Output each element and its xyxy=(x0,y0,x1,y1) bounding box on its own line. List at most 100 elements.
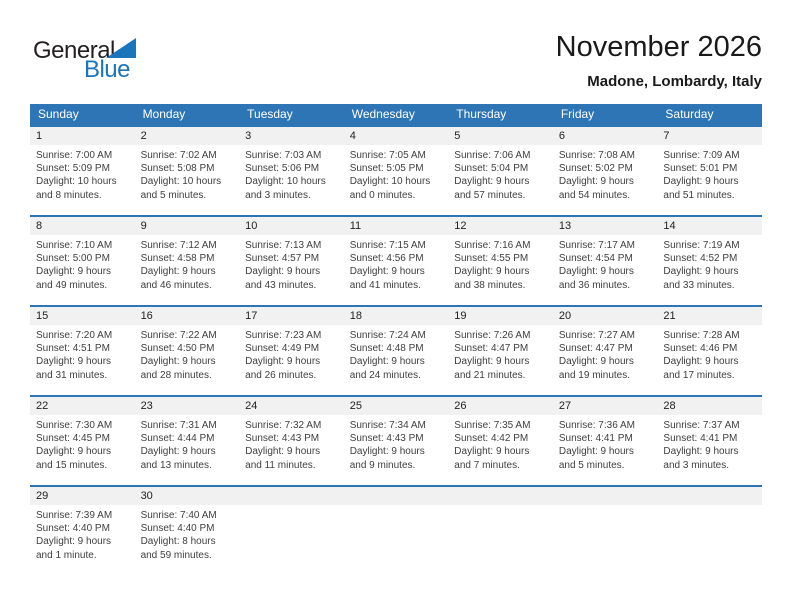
day-number: 29 xyxy=(36,490,49,502)
day-detail-line: Sunrise: 7:31 AM xyxy=(140,420,217,431)
day-number: 13 xyxy=(558,220,572,232)
day-detail-line: Sunrise: 7:15 AM xyxy=(349,240,426,251)
calendar-empty-cell xyxy=(553,487,658,575)
day-details: Sunrise: 7:16 AM Sunset: 4:55 PM Daylight:… xyxy=(454,239,549,292)
day-detail-line: Daylight: 9 hours xyxy=(558,176,634,188)
day-detail-line: Sunset: 4:52 PM xyxy=(663,253,738,265)
day-detail-line: Sunset: 4:40 PM xyxy=(36,523,110,535)
day-detail-line: Sunrise: 7:40 AM xyxy=(140,510,217,521)
day-number: 17 xyxy=(245,310,258,322)
logo-text-blue: Blue xyxy=(83,56,131,83)
day-detail-line: and 24 minutes. xyxy=(349,369,421,381)
calendar-empty-cell xyxy=(657,487,762,575)
day-details: Sunrise: 7:35 AM Sunset: 4:42 PM Daylight:… xyxy=(454,419,549,472)
day-details: Sunrise: 7:03 AM Sunset: 5:06 PM Daylight:… xyxy=(245,149,340,202)
day-number: 15 xyxy=(36,310,49,322)
day-detail-line: Daylight: 9 hours xyxy=(663,446,739,458)
weekday-label-sunday: Sunday xyxy=(38,107,79,121)
calendar-day-cell: 9 Sunrise: 7:12 AM Sunset: 4:58 PM Daylight… xyxy=(135,217,240,305)
day-detail-line: Sunrise: 7:00 AM xyxy=(36,150,113,161)
week-row: 15 Sunrise: 7:20 AM Sunset: 4:51 PM Dayligh… xyxy=(30,305,762,395)
day-detail-line: and 28 minutes. xyxy=(140,369,212,381)
day-detail-line: Daylight: 9 hours xyxy=(245,356,321,368)
day-detail-line: and 57 minutes. xyxy=(454,189,526,201)
day-detail-line: and 15 minutes. xyxy=(36,459,108,471)
location-subtitle: Madone, Lombardy, Italy xyxy=(587,73,762,90)
day-details: Sunrise: 7:24 AM Sunset: 4:48 PM Daylight:… xyxy=(350,329,445,382)
calendar-day-cell: 23 Sunrise: 7:31 AM Sunset: 4:44 PM Dayligh… xyxy=(135,397,240,485)
day-detail-line: Daylight: 9 hours xyxy=(36,356,112,368)
logo-triangle-icon xyxy=(105,38,136,58)
week-row: 8 Sunrise: 7:10 AM Sunset: 5:00 PM Daylight… xyxy=(30,215,762,305)
calendar-day-cell: 3 Sunrise: 7:03 AM Sunset: 5:06 PM Daylight… xyxy=(239,127,344,215)
day-detail-line: Sunrise: 7:13 AM xyxy=(245,240,322,251)
day-detail-line: and 33 minutes. xyxy=(663,279,735,291)
day-detail-line: Sunrise: 7:34 AM xyxy=(349,420,426,431)
calendar-day-cell: 22 Sunrise: 7:30 AM Sunset: 4:45 PM Dayligh… xyxy=(30,397,135,485)
day-detail-line: Sunrise: 7:19 AM xyxy=(663,240,740,251)
month-title: November 2026 xyxy=(555,31,762,63)
day-detail-line: Daylight: 9 hours xyxy=(454,446,530,458)
day-details: Sunrise: 7:36 AM Sunset: 4:41 PM Daylight:… xyxy=(559,419,654,472)
day-detail-line: Sunset: 5:08 PM xyxy=(140,163,215,175)
day-detail-line: Daylight: 10 hours xyxy=(140,176,222,188)
week-row: 22 Sunrise: 7:30 AM Sunset: 4:45 PM Dayligh… xyxy=(30,395,762,485)
day-detail-line: Sunset: 4:47 PM xyxy=(454,343,529,355)
day-detail-line: and 0 minutes. xyxy=(349,189,416,201)
day-details: Sunrise: 7:12 AM Sunset: 4:58 PM Daylight:… xyxy=(141,239,236,292)
day-number: 9 xyxy=(140,220,147,232)
day-detail-line: Daylight: 9 hours xyxy=(36,536,112,548)
day-detail-line: Sunset: 4:47 PM xyxy=(558,343,633,355)
day-detail-line: and 5 minutes. xyxy=(558,459,625,471)
day-detail-line: Daylight: 9 hours xyxy=(558,266,634,278)
day-details: Sunrise: 7:17 AM Sunset: 4:54 PM Daylight:… xyxy=(559,239,654,292)
calendar-day-cell: 24 Sunrise: 7:32 AM Sunset: 4:43 PM Dayligh… xyxy=(239,397,344,485)
day-detail-line: Daylight: 9 hours xyxy=(558,446,634,458)
calendar-day-cell: 4 Sunrise: 7:05 AM Sunset: 5:05 PM Daylight… xyxy=(344,127,449,215)
day-detail-line: Sunset: 4:57 PM xyxy=(245,253,320,265)
calendar-day-cell: 13 Sunrise: 7:17 AM Sunset: 4:54 PM Dayligh… xyxy=(553,217,658,305)
day-details: Sunrise: 7:22 AM Sunset: 4:50 PM Daylight:… xyxy=(141,329,236,382)
day-number: 14 xyxy=(663,220,676,232)
day-details: Sunrise: 7:10 AM Sunset: 5:00 PM Daylight:… xyxy=(36,239,131,292)
day-detail-line: Sunset: 5:01 PM xyxy=(663,163,738,175)
day-detail-line: Sunrise: 7:06 AM xyxy=(454,150,531,161)
day-detail-line: and 1 minute. xyxy=(36,549,97,561)
day-details: Sunrise: 7:39 AM Sunset: 4:40 PM Daylight:… xyxy=(36,509,131,562)
calendar-day-cell: 30 Sunrise: 7:40 AM Sunset: 4:40 PM Dayligh… xyxy=(135,487,240,575)
weekday-label-thursday: Thursday xyxy=(456,107,507,121)
day-detail-line: and 5 minutes. xyxy=(140,189,207,201)
day-details: Sunrise: 7:28 AM Sunset: 4:46 PM Daylight:… xyxy=(663,329,758,382)
calendar-day-cell: 16 Sunrise: 7:22 AM Sunset: 4:50 PM Dayligh… xyxy=(135,307,240,395)
day-detail-line: Daylight: 9 hours xyxy=(140,266,216,278)
day-detail-line: Sunrise: 7:32 AM xyxy=(245,420,322,431)
weekday-label-friday: Friday xyxy=(560,107,595,121)
day-detail-line: and 51 minutes. xyxy=(663,189,735,201)
calendar-day-cell: 1 Sunrise: 7:00 AM Sunset: 5:09 PM Daylight… xyxy=(30,127,135,215)
day-detail-line: Daylight: 9 hours xyxy=(663,356,739,368)
day-detail-line: Daylight: 10 hours xyxy=(245,176,326,188)
day-detail-line: Sunrise: 7:36 AM xyxy=(558,420,635,431)
calendar-day-cell: 25 Sunrise: 7:34 AM Sunset: 4:43 PM Dayligh… xyxy=(344,397,449,485)
day-detail-line: Sunset: 5:00 PM xyxy=(36,253,110,265)
day-detail-line: Daylight: 9 hours xyxy=(454,176,530,188)
day-number: 20 xyxy=(558,310,572,322)
day-number: 16 xyxy=(140,310,153,322)
day-details: Sunrise: 7:30 AM Sunset: 4:45 PM Daylight:… xyxy=(36,419,131,472)
day-detail-line: Sunset: 4:49 PM xyxy=(245,343,320,355)
day-number: 28 xyxy=(663,400,676,412)
day-number: 21 xyxy=(663,310,676,322)
calendar-day-cell: 21 Sunrise: 7:28 AM Sunset: 4:46 PM Dayligh… xyxy=(657,307,762,395)
day-detail-line: and 36 minutes. xyxy=(558,279,631,291)
day-detail-line: Sunset: 4:46 PM xyxy=(663,343,738,355)
general-blue-logo: General Blue xyxy=(33,37,136,83)
day-detail-line: Sunset: 4:51 PM xyxy=(36,343,110,355)
day-detail-line: Daylight: 9 hours xyxy=(36,446,112,458)
weekday-label-wednesday: Wednesday xyxy=(351,107,415,121)
day-detail-line: Sunset: 5:02 PM xyxy=(558,163,633,175)
calendar-day-cell: 5 Sunrise: 7:06 AM Sunset: 5:04 PM Daylight… xyxy=(448,127,553,215)
logo-text-general: General xyxy=(33,37,115,64)
day-detail-line: and 26 minutes. xyxy=(245,369,317,381)
day-detail-line: Sunset: 4:48 PM xyxy=(349,343,424,355)
day-detail-line: Sunset: 4:50 PM xyxy=(140,343,215,355)
